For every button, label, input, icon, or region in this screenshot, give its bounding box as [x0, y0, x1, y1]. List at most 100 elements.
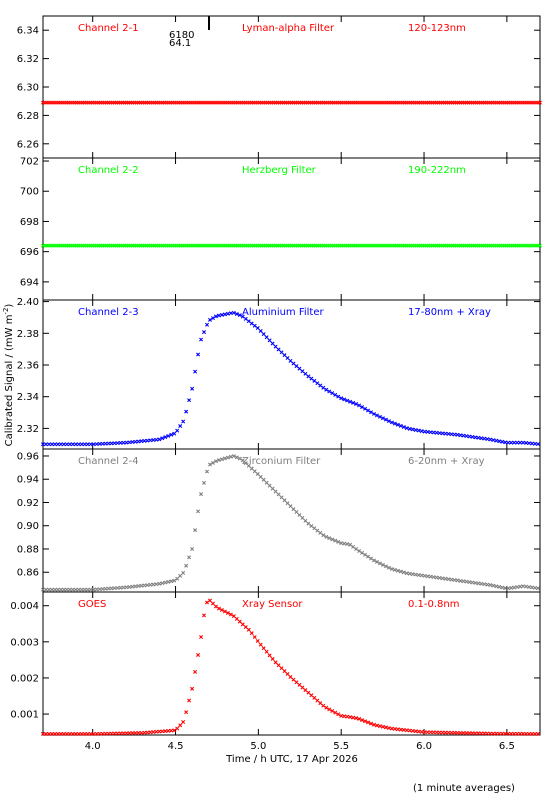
- data-point: [148, 730, 153, 735]
- data-point: [351, 544, 356, 549]
- y-axis-label: Calibrated Signal / (mW m-2): [2, 304, 15, 447]
- data-point: [530, 731, 535, 736]
- data-point: [160, 436, 165, 441]
- data-point: [234, 455, 239, 460]
- data-point: [506, 586, 511, 591]
- channel-label: Channel 2-2: [78, 165, 139, 176]
- data-point: [76, 587, 81, 592]
- data-point: [58, 442, 63, 447]
- band-label: 17-80nm + Xray: [408, 307, 491, 318]
- data-point: [470, 580, 475, 585]
- data-point: [276, 663, 281, 668]
- data-point: [413, 427, 418, 432]
- data-point: [133, 584, 138, 589]
- data-point: [94, 731, 99, 736]
- data-point: [476, 435, 481, 440]
- data-point: [404, 426, 409, 431]
- data-point: [312, 695, 317, 700]
- data-point: [422, 730, 427, 735]
- data-point: [210, 601, 215, 606]
- data-point: [524, 731, 529, 736]
- data-point: [491, 438, 496, 443]
- data-point: [440, 730, 445, 735]
- data-point: [255, 471, 260, 476]
- data-point: [208, 598, 212, 603]
- data-point: [455, 730, 460, 735]
- data-point: [360, 405, 365, 410]
- data-point: [112, 731, 117, 736]
- data-point: [354, 546, 359, 551]
- data-point: [187, 398, 192, 403]
- data-point: [270, 341, 275, 346]
- data-point: [196, 509, 201, 514]
- x-tick-label: 5.5: [333, 741, 349, 752]
- data-point: [345, 714, 350, 719]
- data-point: [494, 731, 499, 736]
- data-point: [479, 731, 484, 736]
- data-point: [324, 534, 329, 539]
- data-point: [458, 730, 463, 735]
- data-point: [136, 730, 141, 735]
- data-point: [366, 408, 371, 413]
- data-point: [497, 439, 502, 444]
- data-point: [452, 578, 457, 582]
- data-point: [321, 533, 326, 538]
- data-point: [79, 731, 84, 736]
- data-point: [303, 518, 308, 523]
- data-point: [145, 730, 150, 735]
- data-point: [276, 347, 281, 352]
- data-point: [533, 585, 538, 590]
- data-point: [142, 438, 147, 443]
- y-tick-label: 6.34: [17, 26, 39, 37]
- data-point: [398, 423, 403, 428]
- data-point: [437, 431, 442, 436]
- y-tick-label: 2.38: [17, 329, 39, 340]
- data-point: [228, 454, 233, 459]
- data-point: [333, 538, 338, 543]
- data-point: [49, 731, 54, 736]
- data-point: [482, 582, 487, 587]
- data-point: [443, 431, 448, 436]
- data-point: [52, 442, 57, 447]
- data-point: [351, 400, 356, 405]
- panel-5: 0.001 0.002 0.003 0.004 GOES Xray Sensor 0.1-0…: [10, 591, 541, 736]
- data-point: [389, 420, 394, 425]
- data-point: [145, 438, 150, 443]
- data-point: [213, 459, 218, 464]
- data-point: [127, 731, 132, 736]
- data-point: [172, 431, 177, 436]
- data-point: [169, 728, 174, 733]
- data-point: [237, 456, 242, 461]
- data-point: [461, 579, 466, 584]
- panel-frame: [42, 157, 541, 301]
- data-point: [503, 440, 508, 445]
- data-point: [357, 548, 362, 553]
- data-point: [410, 728, 415, 733]
- data-point: [240, 458, 245, 463]
- data-point: [225, 611, 230, 615]
- data-point: [488, 583, 493, 588]
- x-tick-label: 6.5: [499, 741, 515, 752]
- data-point: [434, 730, 439, 735]
- data-point: [291, 361, 296, 366]
- filter-label: Aluminium Filter: [242, 307, 325, 318]
- data-point: [527, 584, 532, 589]
- x-tick-label: 6.0: [416, 741, 432, 752]
- data-point: [300, 685, 305, 690]
- data-point: [73, 731, 78, 736]
- data-point: [76, 442, 81, 447]
- data-point: [202, 480, 207, 485]
- data-point: [82, 731, 87, 736]
- data-point: [377, 561, 382, 566]
- data-point: [184, 409, 189, 414]
- data-point: [133, 439, 138, 444]
- data-point: [363, 719, 368, 724]
- data-point: [294, 680, 299, 685]
- data-point: [103, 731, 108, 736]
- data-point: [285, 501, 290, 506]
- data-point: [354, 716, 359, 721]
- data-point: [297, 512, 302, 517]
- data-point: [488, 437, 493, 442]
- channel-label: Channel 2-3: [78, 307, 139, 318]
- data-point: [419, 729, 424, 734]
